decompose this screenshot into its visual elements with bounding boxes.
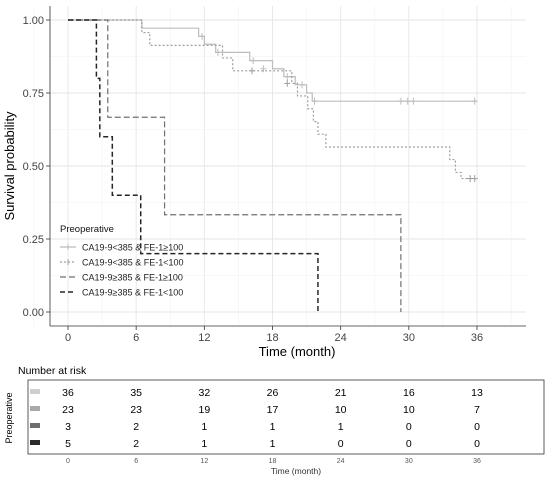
risk-cell: 17	[267, 404, 279, 416]
risk-cell: 1	[201, 438, 207, 450]
risk-cell: 36	[62, 387, 74, 399]
risk-cell: 5	[65, 438, 71, 450]
plot-axes: 0.00 0.25 0.50 0.75 1.00 0 6 12 18 24 30 36	[23, 6, 526, 344]
y-tick-label: 0.75	[23, 88, 44, 100]
legend-label-4: CA19-9≥385 & FE-1<100	[82, 288, 183, 298]
risk-x-tick-label: 24	[337, 458, 345, 465]
risk-cell: 26	[267, 387, 279, 399]
risk-x-tick-label: 36	[473, 458, 481, 465]
risk-cell: 10	[335, 404, 347, 416]
risk-cell: 1	[338, 421, 344, 433]
risk-x-tick-label: 18	[269, 458, 277, 465]
survival-plot: 0.00 0.25 0.50 0.75 1.00 0 6 12 18 24 30 36 Surviva…	[2, 6, 526, 359]
risk-table-x-ticks: 0 6 12 18 24 30 36	[66, 458, 481, 465]
risk-cell: 10	[403, 404, 415, 416]
y-tick-label: 0.25	[23, 234, 44, 246]
risk-cell: 0	[474, 421, 480, 433]
risk-cell: 1	[270, 421, 276, 433]
risk-x-tick-label: 6	[134, 458, 138, 465]
legend-label-1: CA19-9<385 & FE-1≥100	[82, 243, 183, 253]
x-tick-label: 24	[335, 332, 347, 344]
x-tick-label: 36	[471, 332, 483, 344]
risk-cell: 1	[270, 438, 276, 450]
risk-row-key-2	[30, 406, 40, 411]
x-tick-label: 30	[403, 332, 415, 344]
risk-x-tick-label: 12	[200, 458, 208, 465]
x-axis-title: Time (month)	[259, 344, 336, 359]
legend-items: CA19-9<385 & FE-1≥100 CA19-9<385 & FE-1<1…	[60, 243, 184, 298]
survival-curve-4	[68, 19, 319, 312]
risk-row-key-3	[30, 423, 40, 428]
risk-cell: 23	[62, 404, 74, 416]
risk-cell: 0	[338, 438, 344, 450]
risk-cell: 19	[198, 404, 210, 416]
risk-cell: 16	[403, 387, 415, 399]
legend-label-3: CA19-9≥385 & FE-1≥100	[82, 273, 183, 283]
risk-table-panel	[27, 379, 545, 455]
legend-title: Preoperative	[60, 224, 114, 235]
risk-cell: 0	[406, 421, 412, 433]
risk-row-key-4	[30, 440, 40, 445]
risk-cell: 1	[201, 421, 207, 433]
risk-table-row-title: Preoperative	[4, 392, 14, 443]
x-tick-label: 12	[198, 332, 210, 344]
risk-cell: 0	[406, 438, 412, 450]
y-tick-label: 0.00	[23, 307, 44, 319]
risk-cell: 35	[130, 387, 142, 399]
y-tick-label: 0.50	[23, 161, 44, 173]
risk-row-key-1	[30, 389, 40, 394]
risk-cell: 13	[471, 387, 483, 399]
survival-curve-3	[68, 19, 402, 312]
risk-cell: 21	[335, 387, 347, 399]
x-tick-label: 18	[266, 332, 278, 344]
risk-table: Number at risk Preoperative 36 35 32 26 21 16…	[4, 365, 545, 476]
legend-label-2: CA19-9<385 & FE-1<100	[82, 258, 184, 268]
risk-cell: 0	[474, 438, 480, 450]
risk-cell: 2	[133, 438, 139, 450]
risk-cell: 3	[65, 421, 71, 433]
risk-x-tick-label: 0	[66, 458, 70, 465]
survival-curves	[68, 19, 478, 312]
risk-cell: 2	[133, 421, 139, 433]
risk-table-x-axis-title: Time (month)	[271, 466, 321, 476]
y-tick-label: 1.00	[23, 15, 44, 27]
legend: Preoperative CA19-9<385 & FE-1≥100CA19-9…	[60, 224, 184, 298]
x-tick-label: 0	[65, 332, 71, 344]
y-axis-title: Survival probability	[2, 111, 17, 221]
risk-x-tick-label: 30	[405, 458, 413, 465]
risk-cell: 23	[130, 404, 142, 416]
survival-curve-2	[68, 19, 477, 180]
risk-cell: 7	[474, 404, 480, 416]
risk-table-title: Number at risk	[18, 365, 87, 377]
x-tick-label: 6	[133, 332, 139, 344]
risk-cell: 32	[198, 387, 210, 399]
